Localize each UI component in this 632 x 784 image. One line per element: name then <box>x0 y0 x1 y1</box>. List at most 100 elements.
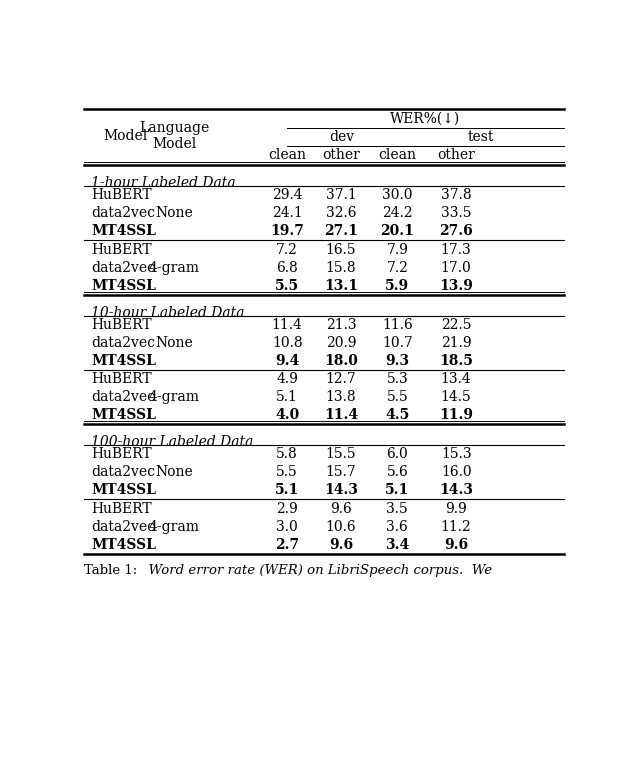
Text: 11.2: 11.2 <box>441 520 471 534</box>
Text: HuBERT: HuBERT <box>91 242 152 256</box>
Text: MT4SSL: MT4SSL <box>91 354 156 368</box>
Text: 27.1: 27.1 <box>324 224 358 238</box>
Text: 20.1: 20.1 <box>380 224 415 238</box>
Text: 24.1: 24.1 <box>272 206 303 220</box>
Text: 15.3: 15.3 <box>441 447 471 461</box>
Text: 4.0: 4.0 <box>275 408 300 423</box>
Text: test: test <box>468 130 494 144</box>
Text: Word error rate (WER) on LibriSpeech corpus.  We: Word error rate (WER) on LibriSpeech cor… <box>140 564 492 576</box>
Text: 7.2: 7.2 <box>276 242 298 256</box>
Text: 15.8: 15.8 <box>325 260 356 274</box>
Text: 7.9: 7.9 <box>386 242 408 256</box>
Text: 10.8: 10.8 <box>272 336 303 350</box>
Text: 9.6: 9.6 <box>444 538 468 552</box>
Text: 14.5: 14.5 <box>441 390 471 404</box>
Text: 11.4: 11.4 <box>324 408 358 423</box>
Text: 7.2: 7.2 <box>386 260 408 274</box>
Text: MT4SSL: MT4SSL <box>91 224 156 238</box>
Text: HuBERT: HuBERT <box>91 447 152 461</box>
Text: 3.5: 3.5 <box>387 502 408 516</box>
Text: 11.6: 11.6 <box>382 318 413 332</box>
Text: 5.5: 5.5 <box>275 279 299 292</box>
Text: 4.5: 4.5 <box>386 408 410 423</box>
Text: 9.9: 9.9 <box>446 502 467 516</box>
Text: 16.0: 16.0 <box>441 465 471 479</box>
Text: 5.8: 5.8 <box>276 447 298 461</box>
Text: HuBERT: HuBERT <box>91 188 152 202</box>
Text: 5.6: 5.6 <box>387 465 408 479</box>
Text: 4-gram: 4-gram <box>149 390 200 404</box>
Text: 1-hour Labeled Data: 1-hour Labeled Data <box>91 176 236 191</box>
Text: 5.1: 5.1 <box>276 390 298 404</box>
Text: data2vec: data2vec <box>91 260 155 274</box>
Text: 37.8: 37.8 <box>441 188 471 202</box>
Text: 100-hour Labeled Data: 100-hour Labeled Data <box>91 435 253 449</box>
Text: 5.1: 5.1 <box>386 484 410 497</box>
Text: None: None <box>155 206 193 220</box>
Text: other: other <box>437 148 475 162</box>
Text: 30.0: 30.0 <box>382 188 413 202</box>
Text: 4-gram: 4-gram <box>149 520 200 534</box>
Text: 4-gram: 4-gram <box>149 260 200 274</box>
Text: MT4SSL: MT4SSL <box>91 408 156 423</box>
Text: 14.3: 14.3 <box>439 484 473 497</box>
Text: dev: dev <box>330 130 355 144</box>
Text: 12.7: 12.7 <box>325 372 356 386</box>
Text: 5.1: 5.1 <box>275 484 300 497</box>
Text: 6.0: 6.0 <box>387 447 408 461</box>
Text: MT4SSL: MT4SSL <box>91 538 156 552</box>
Text: 9.6: 9.6 <box>329 538 353 552</box>
Text: HuBERT: HuBERT <box>91 502 152 516</box>
Text: 11.9: 11.9 <box>439 408 473 423</box>
Text: 2.9: 2.9 <box>276 502 298 516</box>
Text: 6.8: 6.8 <box>276 260 298 274</box>
Text: 3.6: 3.6 <box>387 520 408 534</box>
Text: clean: clean <box>379 148 416 162</box>
Text: 14.3: 14.3 <box>324 484 358 497</box>
Text: Model: Model <box>104 129 148 143</box>
Text: WER%(↓): WER%(↓) <box>391 112 461 126</box>
Text: 2.7: 2.7 <box>275 538 299 552</box>
Text: 13.9: 13.9 <box>439 279 473 292</box>
Text: 22.5: 22.5 <box>441 318 471 332</box>
Text: clean: clean <box>268 148 306 162</box>
Text: other: other <box>322 148 360 162</box>
Text: None: None <box>155 465 193 479</box>
Text: data2vec: data2vec <box>91 336 155 350</box>
Text: 17.3: 17.3 <box>441 242 471 256</box>
Text: 11.4: 11.4 <box>272 318 303 332</box>
Text: 9.4: 9.4 <box>275 354 300 368</box>
Text: 18.5: 18.5 <box>439 354 473 368</box>
Text: 29.4: 29.4 <box>272 188 303 202</box>
Text: 9.6: 9.6 <box>330 502 352 516</box>
Text: 13.8: 13.8 <box>325 390 356 404</box>
Text: 13.1: 13.1 <box>324 279 358 292</box>
Text: HuBERT: HuBERT <box>91 318 152 332</box>
Text: MT4SSL: MT4SSL <box>91 279 156 292</box>
Text: 32.6: 32.6 <box>325 206 356 220</box>
Text: 33.5: 33.5 <box>441 206 471 220</box>
Text: 5.9: 5.9 <box>386 279 410 292</box>
Text: 15.7: 15.7 <box>325 465 356 479</box>
Text: HuBERT: HuBERT <box>91 372 152 386</box>
Text: None: None <box>155 336 193 350</box>
Text: data2vec: data2vec <box>91 206 155 220</box>
Text: 18.0: 18.0 <box>324 354 358 368</box>
Text: data2vec: data2vec <box>91 465 155 479</box>
Text: 27.6: 27.6 <box>439 224 473 238</box>
Text: 24.2: 24.2 <box>382 206 413 220</box>
Text: 5.5: 5.5 <box>276 465 298 479</box>
Text: 9.3: 9.3 <box>386 354 410 368</box>
Text: Language
Model: Language Model <box>140 122 210 151</box>
Text: 13.4: 13.4 <box>441 372 471 386</box>
Text: 15.5: 15.5 <box>325 447 356 461</box>
Text: 10.7: 10.7 <box>382 336 413 350</box>
Text: 3.0: 3.0 <box>276 520 298 534</box>
Text: 5.3: 5.3 <box>387 372 408 386</box>
Text: 20.9: 20.9 <box>325 336 356 350</box>
Text: data2vec: data2vec <box>91 390 155 404</box>
Text: 19.7: 19.7 <box>270 224 304 238</box>
Text: 21.9: 21.9 <box>441 336 471 350</box>
Text: Table 1:: Table 1: <box>84 564 137 576</box>
Text: 16.5: 16.5 <box>325 242 356 256</box>
